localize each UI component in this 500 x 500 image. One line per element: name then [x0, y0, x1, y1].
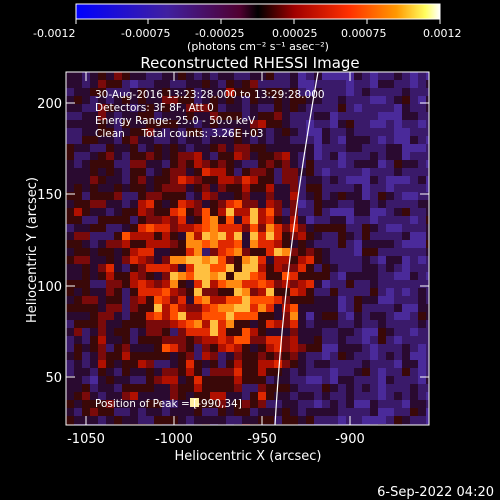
solar-limb-line [274, 72, 319, 425]
annotation-block: 30-Aug-2016 13:23:28.000 to 13:29:28.000… [95, 89, 325, 410]
colorbar-gradient [75, 3, 441, 20]
annotation-peak: Position of Peak = [-990,34] [95, 398, 242, 410]
colorbar-tick-label: -0.00025 [195, 27, 244, 40]
y-tick-label: 50 [45, 371, 62, 386]
footer-date: 6-Sep-2022 04:20 [377, 485, 494, 500]
rhessi-image [66, 72, 429, 425]
x-tick-label: -900 [335, 432, 365, 447]
plot-frame [65, 71, 430, 426]
colorbar-tick-label: 0.0012 [423, 27, 462, 40]
x-axis-label: Heliocentric X (arcsec) [175, 449, 322, 464]
colorbar: -0.0012 -0.00075 -0.00025 0.00025 0.0007… [33, 3, 462, 53]
x-tick-label: -950 [247, 432, 277, 447]
y-tick-label: 100 [37, 280, 62, 295]
y-tick-label: 150 [37, 188, 62, 203]
annotation-time-range: 30-Aug-2016 13:23:28.000 to 13:29:28.000 [95, 89, 325, 101]
annotation-energy: Energy Range: 25.0 - 50.0 keV [95, 115, 256, 127]
colorbar-tick-label: -0.00075 [121, 27, 170, 40]
colorbar-unit-label: (photons cm⁻² s⁻¹ asec⁻²) [187, 40, 329, 53]
x-tick-label: -1050 [67, 432, 105, 447]
colorbar-tick-label: 0.00025 [272, 27, 318, 40]
annotation-clean: Clean Total counts: 3.26E+03 [95, 128, 264, 140]
colorbar-tick-label: -0.0012 [33, 27, 75, 40]
plot-title: Reconstructed RHESSI Image [140, 54, 359, 72]
x-tick-label: -1000 [155, 432, 193, 447]
colorbar-ticks [75, 19, 441, 24]
colorbar-tick-label: 0.00075 [341, 27, 387, 40]
y-axis-ticks [66, 102, 429, 378]
annotation-detectors: Detectors: 3F 8F, Att 0 [95, 102, 214, 114]
y-tick-label: 200 [37, 97, 62, 112]
y-axis-label: Heliocentric Y (arcsec) [25, 177, 40, 323]
peak-marker [190, 398, 199, 407]
x-axis-ticks [85, 72, 351, 425]
